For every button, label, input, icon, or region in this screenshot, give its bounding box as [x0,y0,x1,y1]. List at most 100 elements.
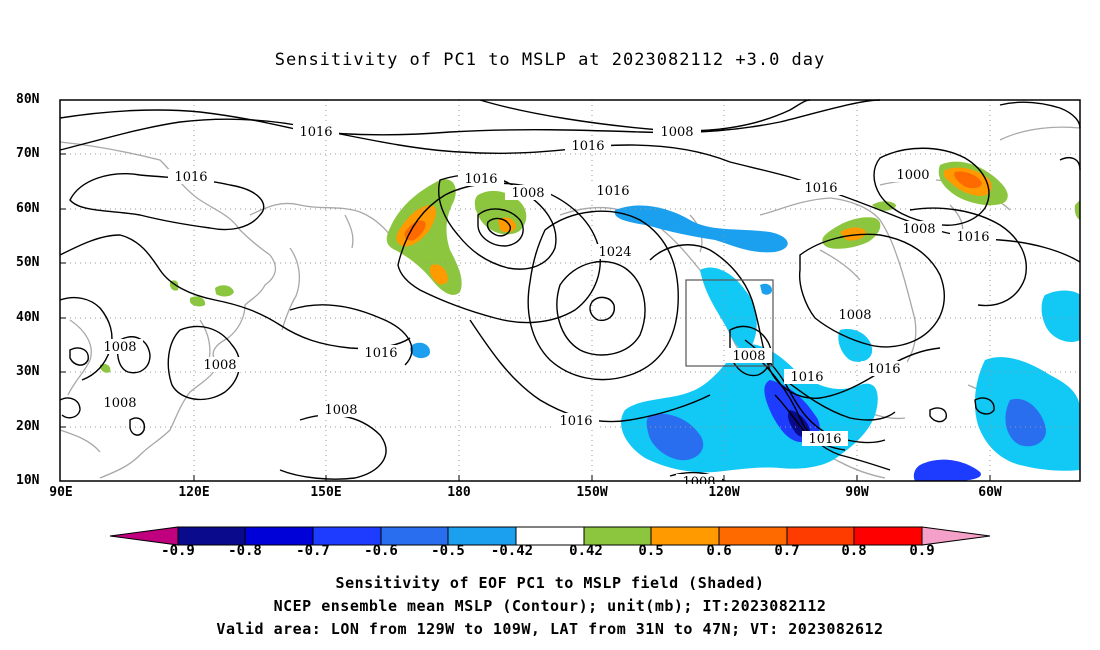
lon-label: 90E [49,485,73,500]
lat-label: 30N [16,364,40,379]
map-frame [59,99,1081,482]
contour-label-text: 1016 [571,139,604,154]
sensitivity-shading [100,161,1080,481]
contour-label-text: 1016 [364,346,397,361]
lon-label: 90W [845,485,869,500]
contour-label-text: 1008 [660,125,693,140]
contour-label: 1008 [97,395,143,411]
colorbar-label: 0.5 [638,543,664,559]
contour-label-text: 1008 [103,396,136,411]
contour-label: 1016 [861,361,907,377]
contour-label-text: 1016 [464,172,497,187]
lat-label: 50N [16,255,40,270]
positive-region [215,285,234,297]
colorbar-label: 0.9 [909,543,935,559]
contour-label: 1016 [565,138,611,154]
colorbar-label: -0.7 [296,543,330,559]
contour-label: 1016 [784,369,830,385]
contour-label-text: 1008 [324,403,357,418]
positive-region [840,227,866,241]
contour-label-text: 1016 [804,181,837,196]
contour-label: 1008 [318,402,364,418]
contour-label: 1008 [197,357,243,373]
contour-label: 1016 [553,413,599,429]
lon-label: 150E [310,485,342,500]
contour-label-text: 1016 [808,432,841,447]
contour-label-text: 1008 [902,222,935,237]
contour-label-text: 1008 [103,340,136,355]
contour-label: 1024 [592,244,638,260]
caption-line-1: Sensitivity of EOF PC1 to MSLP field (Sh… [335,574,765,592]
negative-region [1041,290,1080,342]
lat-label: 80N [16,92,40,107]
contour-label-text: 1016 [956,230,989,245]
tick-marks [60,99,991,481]
contour-label-text: 1016 [596,184,629,199]
colorbar-label: -0.5 [431,543,465,559]
contour-label-text: 1008 [838,308,871,323]
positive-region [386,179,462,295]
colorbar-label: -0.42 [490,543,534,559]
lat-label: 60N [16,201,40,216]
contour-label: 1016 [950,229,996,245]
contour-label-text: 1000 [896,168,929,183]
lon-label: 180 [447,485,471,500]
colorbar-label: 0.6 [706,543,732,559]
contour-label: 1016 [798,180,844,196]
colorbar-cell [921,526,991,546]
positive-region [429,264,448,285]
colorbar-label: -0.8 [228,543,262,559]
colorbar-label: 0.42 [569,543,603,559]
colorbar-label: -0.6 [364,543,398,559]
negative-region [410,342,430,359]
contour-label-text: 1008 [511,186,544,201]
contour-label: 1008 [653,124,701,140]
lat-label: 20N [16,419,40,434]
positive-region [498,217,516,233]
contour-label: 1008 [97,339,143,355]
positive-region [404,220,426,241]
contour-label: 1016 [168,169,214,185]
contour-label: 1008 [832,307,878,323]
map-title: Sensitivity of PC1 to MSLP at 2023082112… [274,50,826,70]
caption-line-3: Valid area: LON from 129W to 109W, LAT f… [216,620,884,638]
positive-region [872,201,896,211]
contour-label-text: 1016 [174,170,207,185]
contour-label-text: 1016 [299,125,332,140]
lat-label: 10N [16,473,40,488]
colorbar-label: 0.7 [774,543,800,559]
contour-labels: 1016 1008 1016 1016 1016 1008 1016 1024 … [97,124,996,490]
contour-label-text: 1016 [559,414,592,429]
colorbar-label: -0.9 [161,543,195,559]
mslp-contours [59,99,1081,482]
negative-region [646,413,704,461]
contour-label-text: 1016 [867,362,900,377]
contour-label: 1016 [802,431,848,447]
negative-region [700,267,757,352]
contour-label: 1016 [293,124,339,140]
positive-region [100,363,111,373]
lon-label: 60W [978,485,1002,500]
negative-region [1005,398,1046,447]
valid-area-box [685,279,774,367]
contour-label-text: 1016 [790,370,823,385]
positive-region [190,296,206,307]
lat-label: 40N [16,310,40,325]
contour-label: 1000 [890,167,936,183]
colorbar [109,526,991,546]
negative-region [614,205,788,253]
contour-label: 1016 [458,171,504,187]
lat-label: 70N [16,146,40,161]
contour-label-text: 1024 [598,245,631,260]
negative-region [760,283,772,295]
contour-label-text: 1008 [203,358,236,373]
contour-label: 1016 [590,183,636,199]
lon-label: 120E [178,485,210,500]
contour-label-text: 1008 [732,349,765,364]
contour-label: 1016 [358,345,404,361]
contour-label: 1008 [726,348,772,364]
caption-line-2: NCEP ensemble mean MSLP (Contour); unit(… [273,597,827,615]
positive-region [1074,200,1080,220]
positive-region [954,171,982,189]
